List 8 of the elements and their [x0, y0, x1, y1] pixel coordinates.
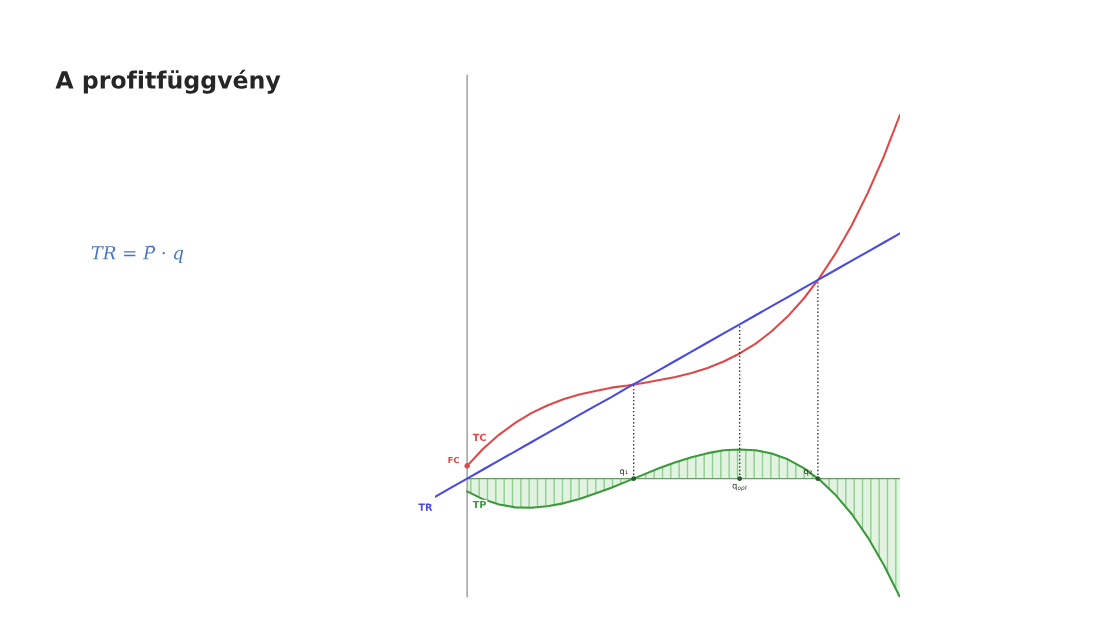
annotation: q₁ [619, 469, 628, 476]
text: A profitfüggvény [55, 69, 281, 94]
annotation: q$_{opt}$ [732, 483, 748, 492]
series-label: TR [418, 503, 433, 511]
annotation: FC [448, 456, 459, 464]
text: TR = P̄ · q [91, 245, 184, 264]
series-label: TC [472, 433, 486, 442]
series-label: TP [472, 500, 487, 509]
